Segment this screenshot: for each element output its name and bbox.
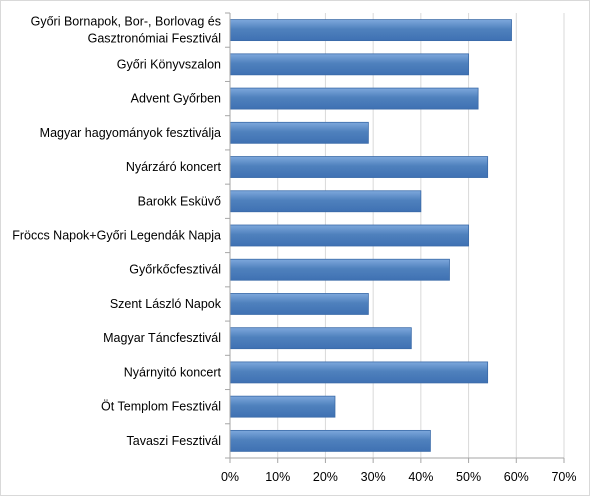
bar [229,327,412,350]
bar [229,190,422,213]
category-label: Győrkőcfesztivál [129,263,221,277]
x-tick-label: 30% [361,470,386,484]
bar [229,429,431,452]
category-label: Győri Bornapok, Bor-, Borlovag és Gasztro… [31,15,221,46]
axes [225,12,565,463]
category-labels: Győri Bornapok, Bor-, Borlovag és Gasztro… [12,15,222,448]
x-tick-label: 20% [313,470,338,484]
category-label: Advent Győrben [131,92,221,106]
bars [229,19,512,452]
category-label: Öt Templom Fesztivál [101,400,221,414]
bar [229,361,489,384]
x-tick-label: 50% [456,470,481,484]
x-tick-labels: 0% 10% 20% 30% 40% 50% 60% 70% [221,470,577,484]
bar [229,53,469,76]
x-tick-label: 0% [221,470,239,484]
bar [229,87,479,110]
category-label: Nyárzáró koncert [126,160,222,174]
bar [229,156,489,178]
x-tick-label: 60% [504,470,529,484]
bar [229,224,469,247]
category-label: Tavaszi Fesztivál [127,434,221,448]
bar [229,395,336,418]
bar [229,258,450,281]
category-label: Fröccs Napok+Győri Legendák Napja [12,229,221,243]
x-tick-label: 40% [408,470,433,484]
category-label: Szent László Napok [110,297,222,311]
category-label: Barokk Esküvő [138,194,221,208]
bar [229,19,512,42]
category-label: Nyárnyitó koncert [124,365,222,379]
category-label: Magyar Táncfesztivál [103,331,221,345]
bar [229,293,369,315]
bar [229,121,369,144]
category-label: Magyar hagyományok fesztiválja [40,126,221,140]
category-label: Győri Könyvszalon [117,57,221,71]
x-tick-label: 10% [265,470,290,484]
x-tick-label: 70% [551,470,576,484]
